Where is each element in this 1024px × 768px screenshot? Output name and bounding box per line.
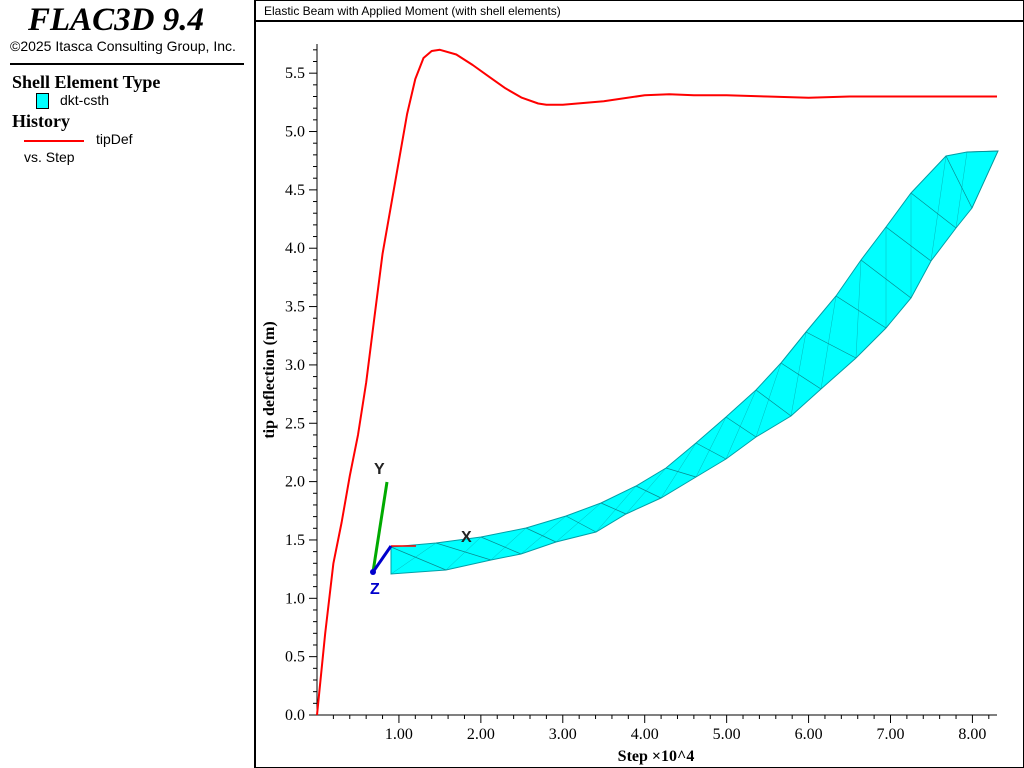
shell-mesh-line [635, 485, 662, 499]
x-tick-label: 1.00 [385, 726, 413, 743]
chart-axes: 0.0 0.5 1.0 1.5 2.0 2.5 3.0 3.5 4.0 4.5 5.0 5.5 1.00… [285, 44, 997, 743]
y-axis-label: tip deflection (m) [261, 321, 278, 438]
series-line-tipdef [316, 48, 997, 716]
legend-panel: FLAC3D 9.4 ©2025 Itasca Consulting Group… [0, 0, 256, 768]
shell-mesh-line [595, 485, 637, 533]
x-tick-label: 7.00 [876, 726, 904, 743]
shell-mesh-line [665, 467, 697, 478]
copyright-text: ©2025 Itasca Consulting Group, Inc. [10, 38, 236, 54]
shell-mesh-line [600, 502, 627, 515]
shell-mesh-line [445, 536, 482, 571]
shell-mesh-line [435, 542, 492, 561]
shell-mesh-line [565, 515, 597, 533]
shell-mesh-line [520, 515, 567, 555]
shell-mesh-line [930, 155, 947, 262]
y-tick-label: 1.0 [285, 590, 305, 607]
y-tick-label: 2.5 [285, 415, 305, 432]
shell-mesh-line [660, 442, 697, 499]
shell-mesh-line [945, 155, 973, 209]
shell-mesh-line [695, 442, 727, 460]
y-tick-label: 4.5 [285, 182, 305, 199]
shell-mesh-line [755, 389, 792, 417]
shell-mesh-line [820, 295, 837, 390]
axis-triad: Y X Z [370, 461, 472, 598]
shell-mesh-line [390, 542, 437, 575]
triad-x-label: X [461, 529, 472, 546]
plot-title: Elastic Beam with Applied Moment (with s… [264, 4, 561, 18]
y-tick-label: 2.0 [285, 474, 305, 491]
x-tick-label: 8.00 [958, 726, 986, 743]
shell-mesh-line [835, 295, 887, 329]
shell-beam-model [390, 150, 999, 575]
shell-mesh-line [625, 467, 667, 515]
shell-mesh-line [490, 527, 527, 561]
y-tick-label: 4.0 [285, 240, 305, 257]
product-title: FLAC3D 9.4 [27, 2, 205, 38]
x-tick-label: 5.00 [713, 726, 741, 743]
shell-mesh-line [725, 389, 757, 460]
history-heading: History [12, 111, 70, 131]
shell-mesh-line [790, 331, 807, 417]
shell-mesh-line [525, 527, 557, 543]
shell-mesh-line [555, 502, 602, 543]
shell-mesh-line [910, 192, 957, 229]
triad-origin [370, 569, 376, 575]
title-strip [256, 0, 1024, 22]
y-tick-label: 0.0 [285, 707, 305, 724]
shell-mesh-line [805, 331, 857, 359]
shell-element-type-heading: Shell Element Type [12, 72, 161, 92]
shell-type-swatch [36, 93, 49, 109]
legend-divider [10, 63, 244, 65]
history-label: tipDef [96, 131, 133, 147]
shell-mesh-line [885, 226, 932, 262]
x-axis-label: Step ×10^4 [618, 748, 695, 765]
y-tick-label: 0.5 [285, 649, 305, 666]
shell-mesh-line [955, 151, 968, 229]
chart-area: Y X Z 0.0 0.5 1.0 1.5 2.0 2.5 3.0 3.5 4.0 4.5 5.0 5.5… [261, 44, 999, 765]
y-tick-label: 5.0 [285, 124, 305, 141]
shell-mesh-line [755, 362, 782, 438]
shell-mesh-line [855, 259, 862, 359]
shell-mesh-line [971, 150, 999, 209]
triad-z-axis [371, 545, 393, 573]
x-tick-label: 3.00 [549, 726, 577, 743]
history-x-label: vs. Step [24, 149, 75, 165]
shell-mesh-line [695, 416, 727, 478]
shell-mesh-line [390, 546, 447, 571]
shell-mesh-line [966, 150, 999, 153]
shell-mesh-line [780, 362, 822, 390]
triad-y-label: Y [374, 461, 385, 478]
series-layer [316, 48, 997, 716]
shell-mesh-line [480, 536, 522, 555]
shell-beam-surface [390, 150, 999, 575]
triad-z-label: Z [370, 581, 380, 598]
y-tick-label: 5.5 [285, 65, 305, 82]
x-tick-label: 2.00 [467, 726, 495, 743]
shell-mesh-line [725, 416, 757, 438]
x-tick-label: 6.00 [795, 726, 823, 743]
x-tick-label: 4.00 [631, 726, 659, 743]
triad-y-axis [371, 481, 389, 573]
history-line-swatch [24, 140, 84, 142]
y-tick-label: 3.0 [285, 357, 305, 374]
shell-type-label: dkt-csth [60, 92, 110, 108]
y-tick-label: 3.5 [285, 299, 305, 316]
y-tick-label: 1.5 [285, 532, 305, 549]
